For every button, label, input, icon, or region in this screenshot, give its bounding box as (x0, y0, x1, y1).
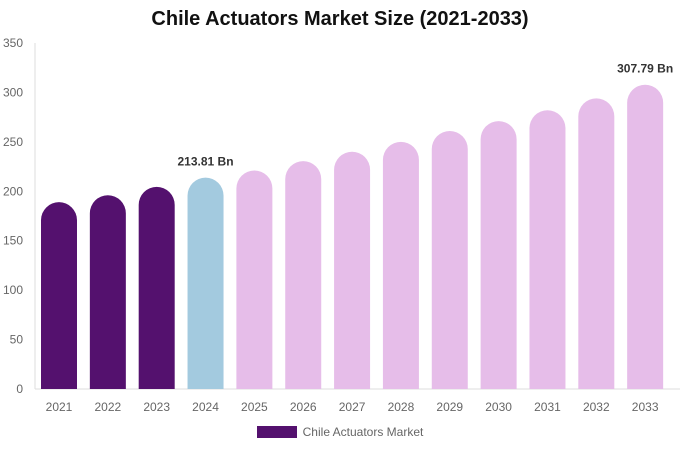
bar-2023 (138, 186, 175, 389)
chart-title: Chile Actuators Market Size (2021-2033) (151, 8, 529, 30)
bar-2027 (334, 151, 371, 389)
y-tick-label: 300 (3, 85, 23, 99)
legend-label: Chile Actuators Market (302, 425, 424, 439)
bar-2032 (578, 98, 615, 390)
bar-2026 (285, 161, 322, 389)
data-label: 213.81 Bn (178, 155, 234, 169)
bar-2031 (529, 110, 566, 390)
bar-2021 (41, 202, 77, 389)
y-tick-label: 250 (3, 135, 23, 149)
x-tick-label: 2028 (388, 400, 415, 414)
y-tick-label: 50 (10, 333, 24, 347)
bar-2033 (627, 84, 664, 389)
y-tick-label: 0 (16, 382, 23, 396)
bar-2025 (236, 170, 273, 389)
y-tick-label: 200 (3, 184, 23, 198)
bar-2029 (431, 130, 468, 390)
legend-swatch (256, 426, 297, 438)
x-tick-label: 2021 (46, 400, 73, 414)
legend[interactable]: Chile Actuators Market (0, 425, 680, 439)
x-tick-label: 2026 (290, 400, 317, 414)
x-tick-label: 2025 (241, 400, 268, 414)
x-tick-label: 2030 (485, 400, 512, 414)
bar-2022 (89, 195, 126, 389)
x-tick-label: 2027 (339, 400, 366, 414)
y-tick-label: 350 (3, 36, 23, 50)
x-tick-label: 2032 (583, 400, 610, 414)
x-tick-label: 2023 (143, 400, 170, 414)
bar-2030 (480, 121, 517, 389)
data-label: 307.79 Bn (617, 62, 673, 76)
y-tick-label: 100 (3, 283, 23, 297)
x-tick-label: 2031 (534, 400, 561, 414)
x-tick-label: 2029 (436, 400, 463, 414)
bar-2028 (382, 141, 419, 389)
y-tick-label: 150 (3, 234, 23, 248)
x-tick-label: 2022 (94, 400, 121, 414)
x-tick-label: 2033 (632, 400, 659, 414)
x-tick-label: 2024 (192, 400, 219, 414)
bar-2024 (187, 177, 224, 389)
